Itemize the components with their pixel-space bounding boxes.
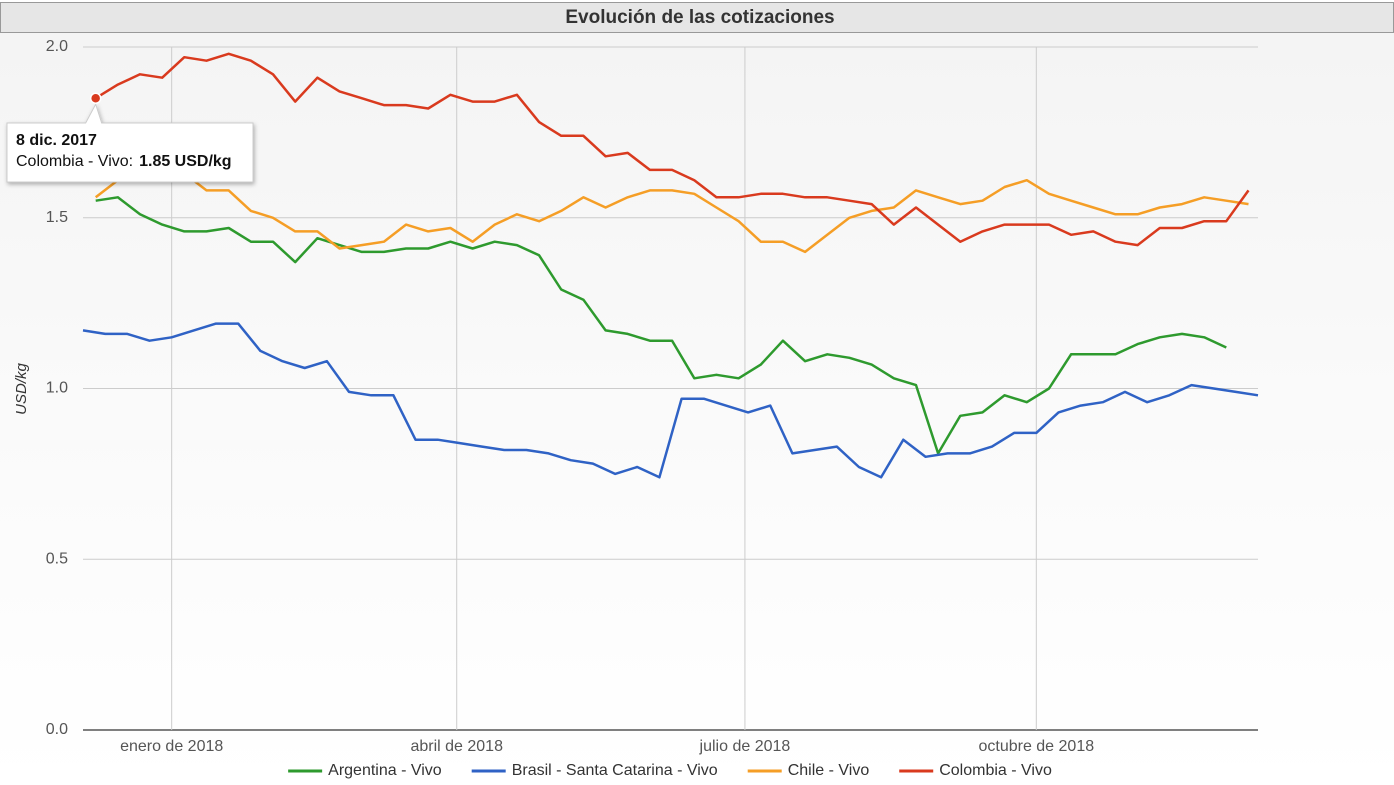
x-tick-label: julio de 2018 [699, 738, 791, 755]
legend-item: Chile - Vivo [747, 762, 870, 779]
legend-label: Chile - Vivo [788, 762, 870, 779]
tooltip-series: Colombia - Vivo: [16, 153, 133, 170]
x-tick-label: octubre de 2018 [978, 738, 1094, 755]
legend-label: Argentina - Vivo [328, 762, 442, 779]
y-tick-label: 0.0 [46, 721, 68, 738]
tooltip: 8 dic. 2017 Colombia - Vivo: 1.85 USD/kg [6, 102, 254, 183]
legend-item: Colombia - Vivo [899, 762, 1052, 779]
y-axis-label: USD/kg [13, 363, 30, 415]
y-tick-label: 2.0 [46, 38, 68, 55]
tooltip-date: 8 dic. 2017 [16, 132, 97, 149]
y-tick-label: 0.5 [46, 550, 68, 567]
tooltip-value: 1.85 USD/kg [139, 153, 231, 170]
x-tick-label: enero de 2018 [120, 738, 223, 755]
tooltip-text: Colombia - Vivo: 1.85 USD/kg [16, 153, 232, 170]
legend-item: Argentina - Vivo [288, 762, 442, 779]
y-tick-label: 1.5 [46, 209, 68, 226]
series-line [82, 322, 1259, 479]
x-tick-label: abril de 2018 [410, 738, 503, 755]
series-line [95, 52, 1250, 247]
series-line [94, 165, 1249, 254]
legend: Argentina - Vivo Brasil - Santa Catarina … [288, 762, 1052, 779]
chart-title: Evolución de las cotizaciones [565, 7, 834, 28]
legend-label: Colombia - Vivo [939, 762, 1052, 779]
tooltip-box [6, 102, 254, 183]
y-tick-label: 1.0 [46, 380, 68, 397]
legend-label: Brasil - Santa Catarina - Vivo [512, 762, 718, 779]
tooltip-point [89, 92, 102, 104]
legend-item: Brasil - Santa Catarina - Vivo [471, 762, 718, 779]
series-line [95, 196, 1227, 455]
title-bar [0, 2, 1394, 33]
